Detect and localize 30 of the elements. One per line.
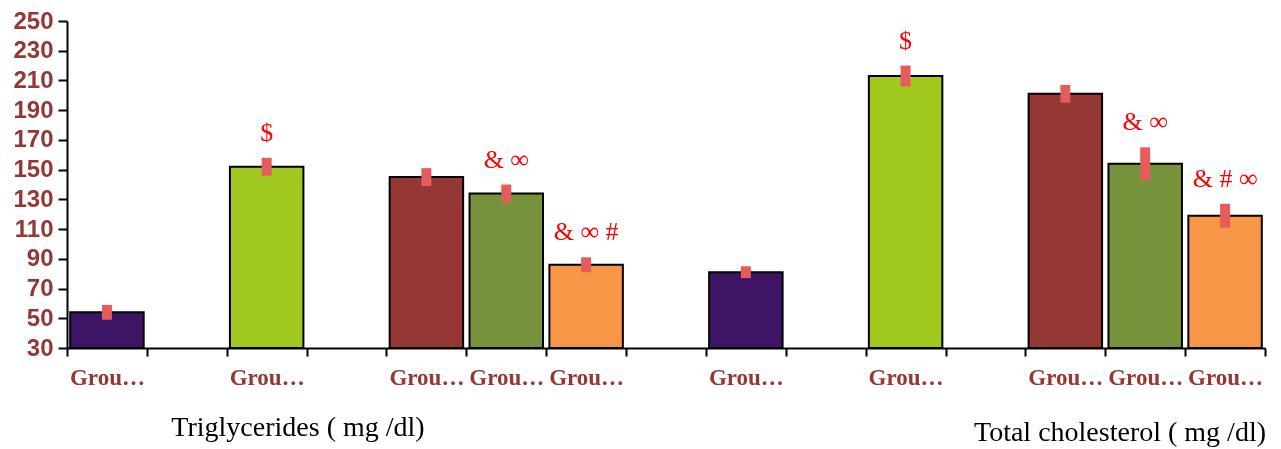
data-label: & ∞ #	[553, 217, 619, 247]
y-tick-label: 50	[26, 303, 54, 331]
y-tick-label: 110	[14, 214, 54, 242]
y-tick-label: 250	[13, 6, 54, 34]
y-tick-label: 130	[13, 184, 54, 212]
y-tick-label: 30	[26, 333, 54, 361]
x-tick-label: Grou…	[868, 364, 944, 390]
x-tick-label: Grou…	[229, 364, 305, 390]
data-label: & ∞	[1122, 107, 1168, 137]
x-tick-label: Grou…	[469, 364, 545, 390]
y-tick-label: 90	[26, 244, 54, 272]
y-tick-label: 230	[13, 36, 54, 64]
text: Triglycerides ( mg /dl)	[171, 411, 425, 442]
y-tick-label: 190	[13, 95, 54, 123]
x-tick-label: Grou…	[1108, 364, 1184, 390]
text: Total cholesterol ( mg /dl)	[974, 416, 1266, 447]
x-tick-label: Grou…	[1028, 364, 1104, 390]
data-label: $	[899, 25, 913, 55]
data-label: & ∞	[483, 144, 529, 174]
data-label: & # ∞	[1192, 163, 1258, 193]
x-tick-label: Grou…	[1188, 364, 1264, 390]
x-tick-label: Grou…	[69, 364, 145, 390]
x-tick-label: Grou…	[708, 364, 784, 390]
x-tick-label: Grou…	[549, 364, 625, 390]
x-tick-label: Grou…	[389, 364, 465, 390]
y-tick-label: 150	[13, 155, 54, 183]
y-tick-label: 210	[13, 65, 54, 93]
y-tick-label: 70	[26, 274, 54, 302]
y-tick-label: 170	[13, 125, 54, 153]
data-label: $	[260, 117, 274, 147]
